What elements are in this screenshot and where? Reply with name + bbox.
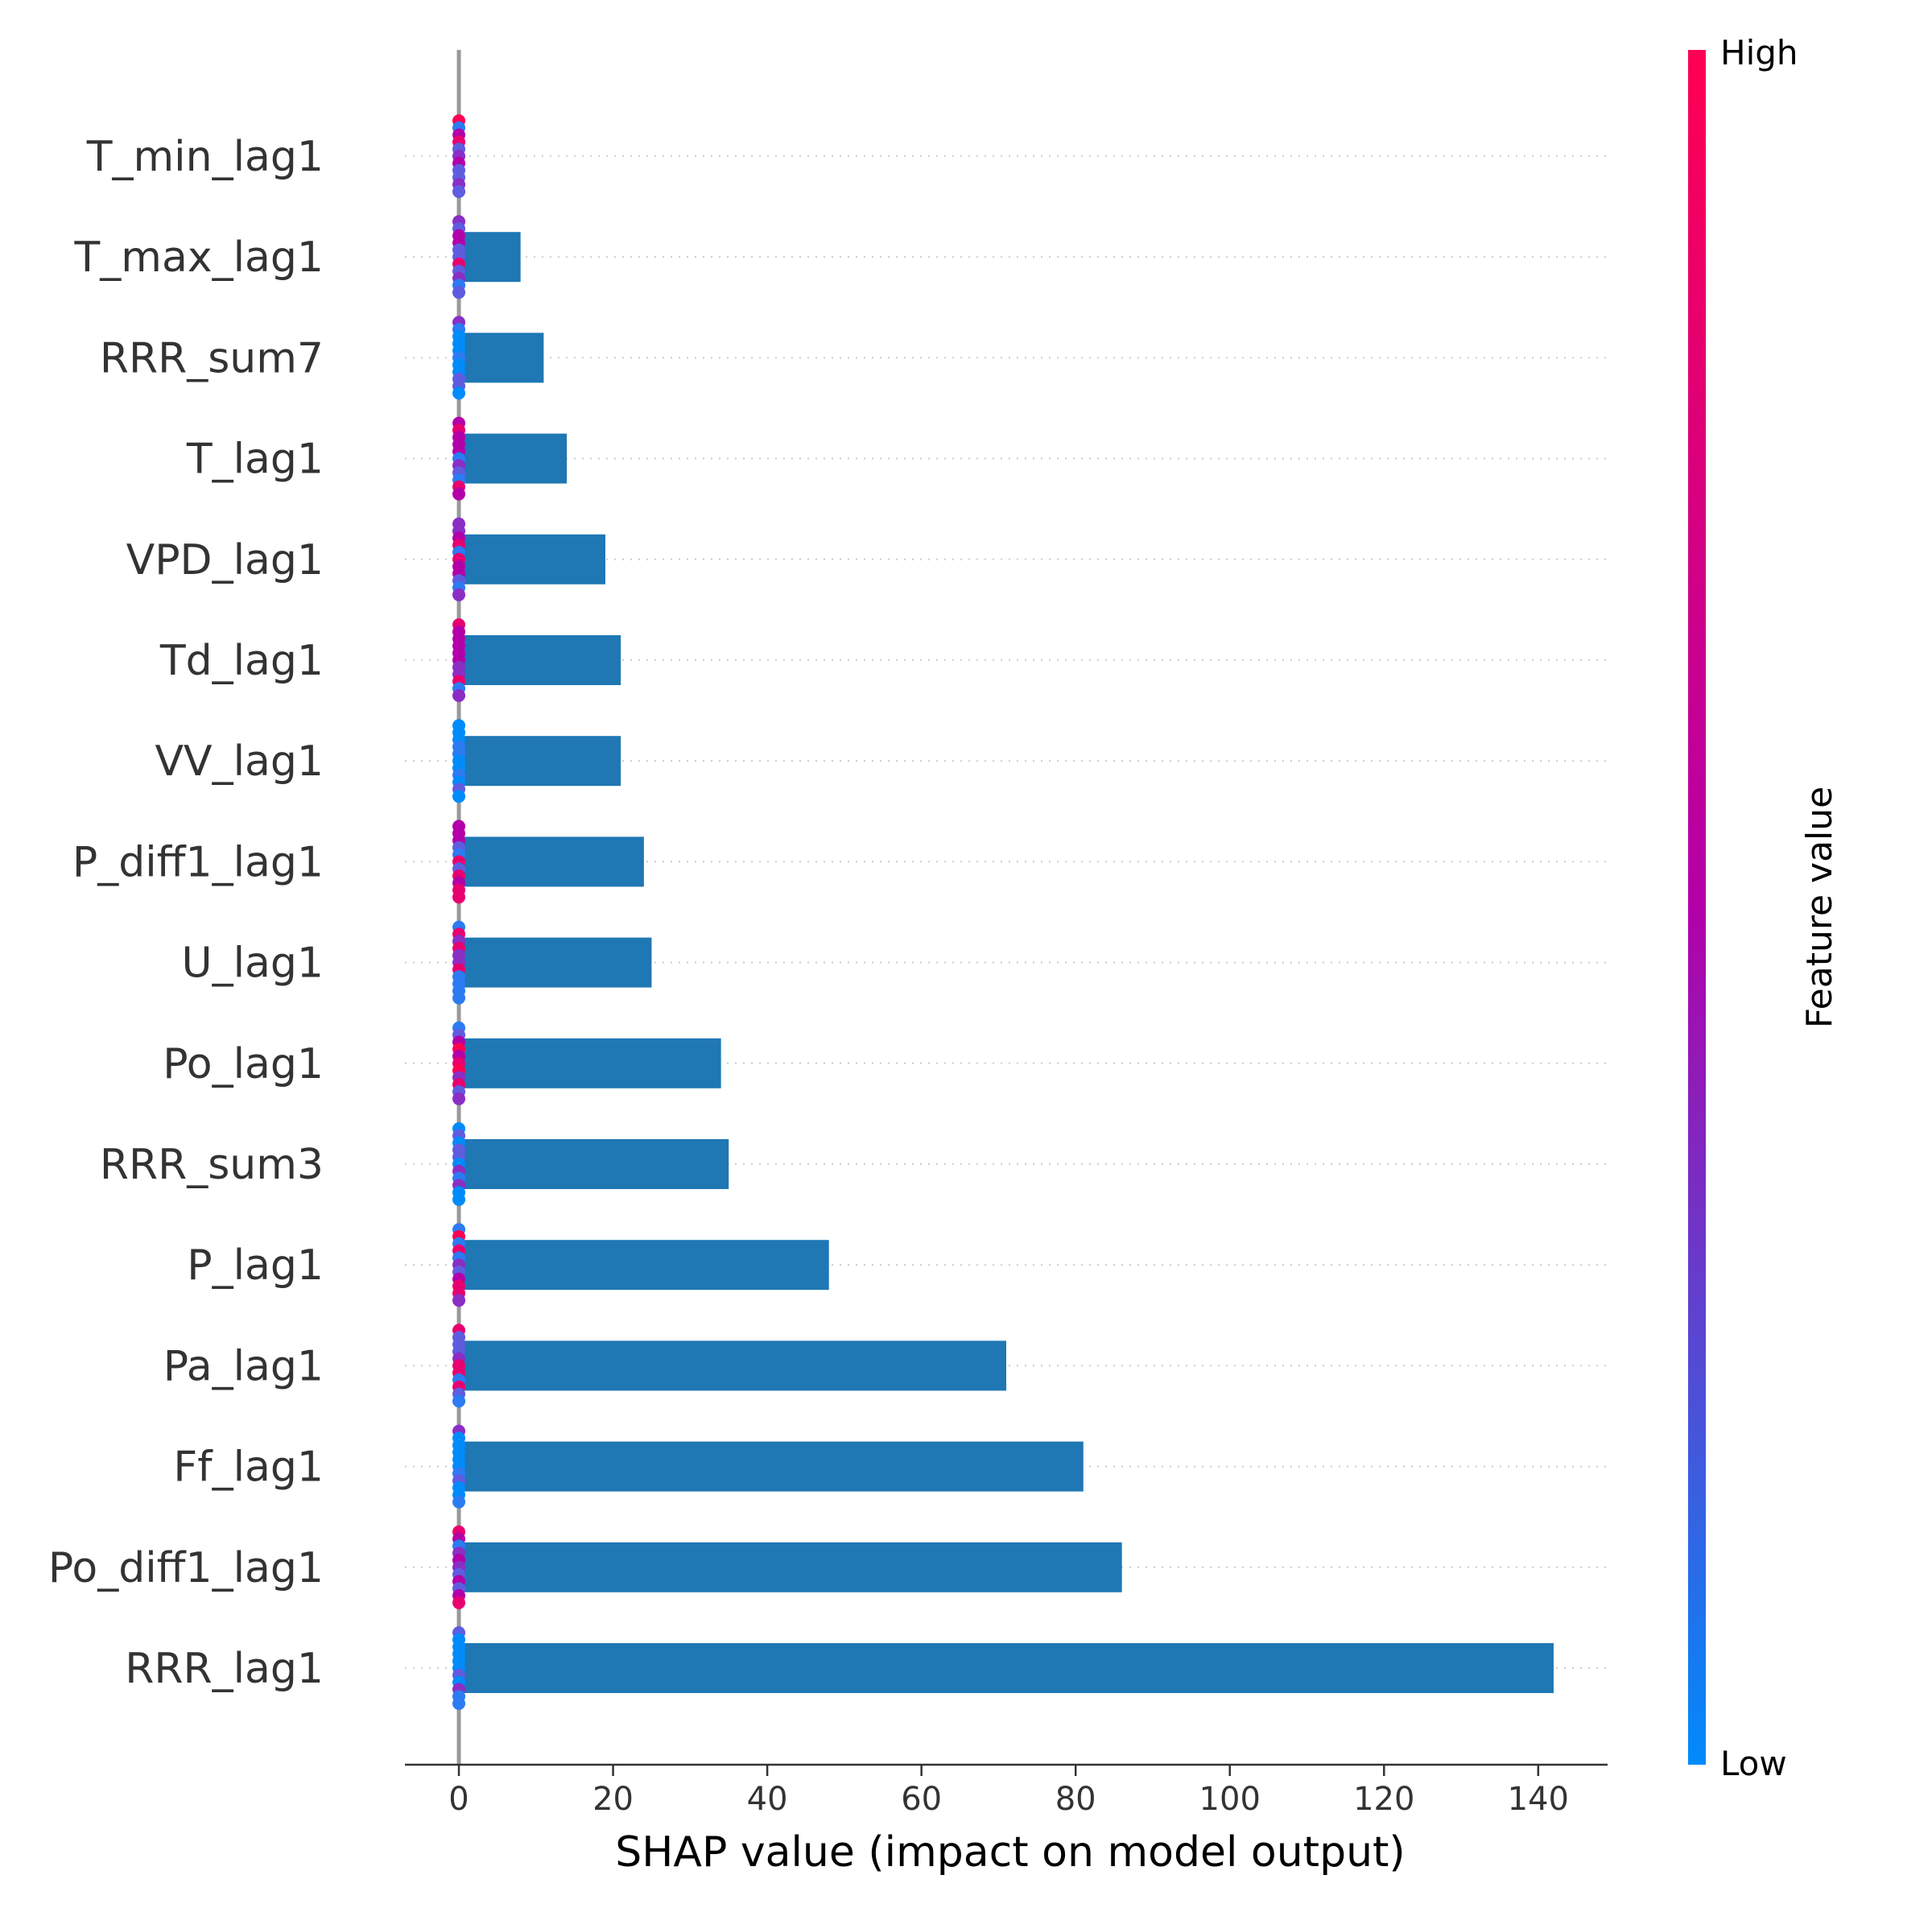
shap-dot (452, 1596, 466, 1609)
feature-label: RRR_sum7 (100, 334, 324, 382)
feature-label: P_diff1_lag1 (72, 838, 324, 886)
bar (459, 1240, 829, 1291)
bar (459, 1340, 1006, 1391)
feature-label: Td_lag1 (159, 637, 324, 685)
bars (459, 232, 1554, 1693)
feature-label: T_max_lag1 (74, 233, 324, 282)
x-tick-label: 60 (901, 1781, 942, 1818)
shap-dot (452, 386, 466, 400)
shap-dot (452, 588, 466, 601)
bar (459, 433, 568, 484)
feature-label: VPD_lag1 (126, 536, 324, 584)
feature-labels: T_min_lag1 T_max_lag1 RRR_sum7 T_lag1 VPD_la… (48, 133, 324, 1693)
feature-label: Po_lag1 (163, 1040, 324, 1088)
feature-label: Po_diff1_lag1 (48, 1544, 324, 1592)
shap-dot (452, 286, 466, 299)
shap-dot (452, 1294, 466, 1307)
shap-dot (452, 1394, 466, 1408)
x-tick-label: 40 (747, 1781, 788, 1818)
bar (459, 232, 521, 283)
x-axis-title: SHAP value (impact on model output) (615, 1828, 1405, 1877)
shap-dot (452, 1697, 466, 1710)
feature-label: Pa_lag1 (163, 1342, 324, 1390)
x-tick-label: 20 (592, 1781, 634, 1818)
bar (459, 836, 644, 887)
bar (459, 1643, 1554, 1693)
colorbar-high-label: High (1720, 33, 1798, 72)
colorbar (1688, 50, 1706, 1765)
shap-dot (452, 991, 466, 1005)
colorbar-low-label: Low (1720, 1744, 1787, 1783)
bar (459, 534, 605, 584)
bar (459, 1441, 1084, 1492)
feature-label: RRR_sum3 (100, 1141, 324, 1189)
shap-dot (452, 1193, 466, 1206)
bar (459, 1542, 1122, 1592)
shap-dot (452, 890, 466, 904)
feature-label: T_min_lag1 (86, 133, 324, 181)
x-tick-label: 120 (1353, 1781, 1414, 1818)
bar (459, 736, 621, 787)
feature-label: Ff_lag1 (173, 1443, 324, 1492)
colorbar-title: Feature value (1799, 787, 1840, 1028)
x-tick-label: 80 (1055, 1781, 1096, 1818)
bar (459, 1038, 721, 1088)
bar (459, 332, 544, 383)
shap-dot (452, 689, 466, 702)
feature-label: T_lag1 (186, 436, 324, 484)
x-tick-label: 140 (1508, 1781, 1569, 1818)
feature-label: P_lag1 (187, 1241, 324, 1290)
x-tick-label: 0 (448, 1781, 469, 1818)
bar (459, 1139, 729, 1189)
bar (459, 635, 621, 685)
shap-dot (452, 1495, 466, 1509)
feature-label: VV_lag1 (155, 737, 324, 786)
beeswarm-dots (452, 114, 466, 1710)
shap-dot (452, 1092, 466, 1105)
shap-dot (452, 185, 466, 198)
feature-label: U_lag1 (182, 940, 324, 988)
gridlines (405, 155, 1608, 1669)
feature-label: RRR_lag1 (125, 1645, 324, 1693)
bar (459, 937, 652, 988)
x-tick-label: 100 (1199, 1781, 1261, 1818)
x-axis: 0 20 40 60 80 100 120 140 (405, 1763, 1608, 1818)
shap-dot (452, 487, 466, 501)
shap-dot (452, 790, 466, 803)
